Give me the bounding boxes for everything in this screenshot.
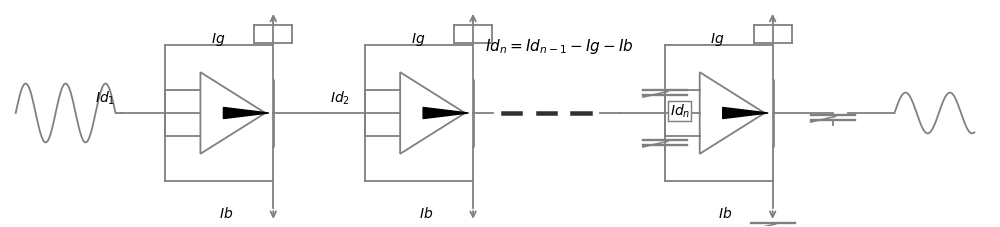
Text: $Ig$: $Ig$ — [710, 31, 725, 47]
Polygon shape — [423, 108, 469, 119]
Text: $Id_2$: $Id_2$ — [330, 89, 350, 106]
Text: $Ig$: $Ig$ — [411, 31, 425, 47]
Text: $Id_n = Id_{n-1} - Ig - Ib$: $Id_n = Id_{n-1} - Ig - Ib$ — [485, 36, 633, 55]
Text: $Ib$: $Ib$ — [219, 205, 233, 220]
Polygon shape — [223, 108, 269, 119]
Text: $Id_n$: $Id_n$ — [670, 103, 690, 120]
Text: $Ib$: $Ib$ — [419, 205, 433, 220]
Text: $Ib$: $Ib$ — [718, 205, 733, 220]
Polygon shape — [723, 108, 768, 119]
Text: $Ig$: $Ig$ — [211, 31, 225, 47]
Text: $Id_1$: $Id_1$ — [95, 89, 116, 106]
